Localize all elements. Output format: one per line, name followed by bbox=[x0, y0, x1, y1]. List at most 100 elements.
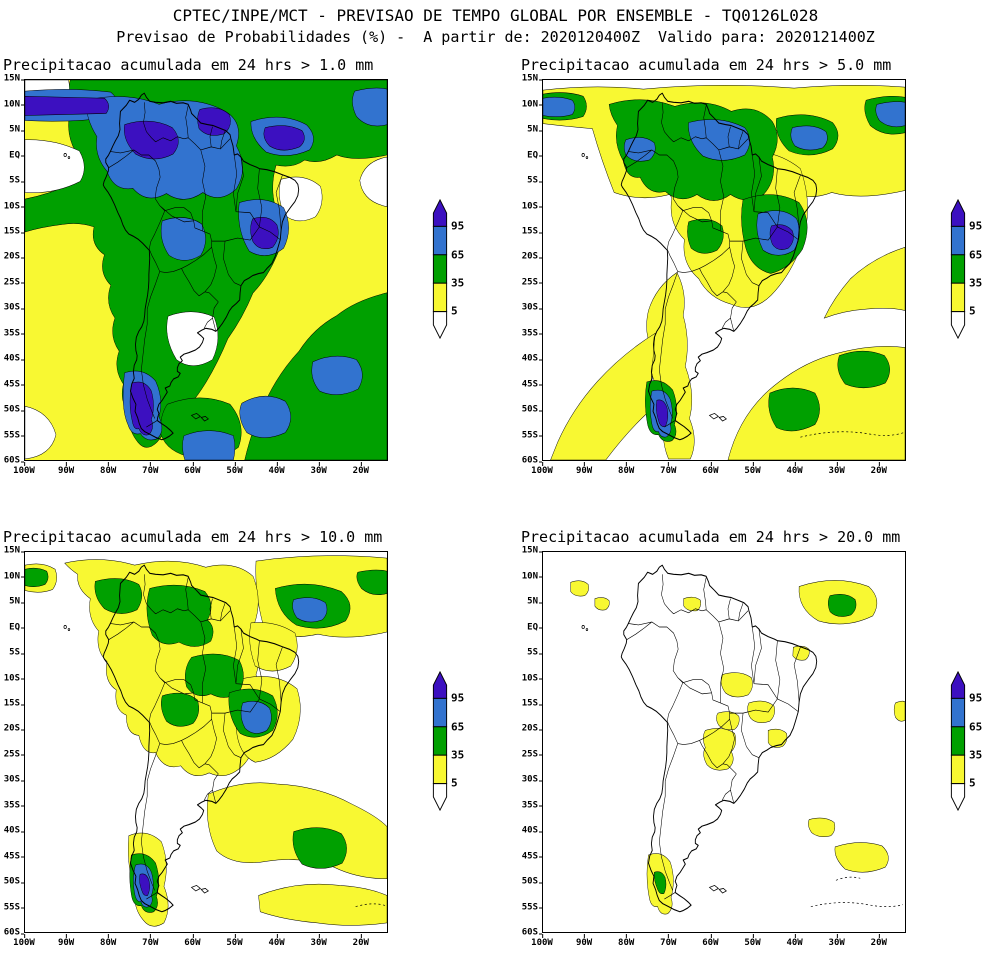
tick-label: 40S bbox=[3, 825, 25, 836]
panel-title: Precipitacao acumulada em 24 hrs > 5.0 m… bbox=[521, 56, 892, 75]
panel-precip-gt-20mm: Precipitacao acumulada em 24 hrs > 20.0 … bbox=[520, 528, 982, 950]
tick-label: 30S bbox=[3, 302, 25, 313]
tick-label: 20S bbox=[521, 251, 543, 262]
tick-label: 60W bbox=[702, 934, 719, 949]
tick-label: 50S bbox=[3, 404, 25, 415]
tick-label: 40W bbox=[268, 934, 285, 949]
tick-label: 45S bbox=[3, 379, 25, 390]
colorbar-arrow-above-95 bbox=[950, 671, 966, 700]
tick-label: 95 bbox=[969, 219, 983, 233]
tick-label: 100W bbox=[531, 462, 553, 477]
tick-label: 90W bbox=[575, 462, 593, 477]
tick-label: 35S bbox=[521, 800, 543, 811]
colorbar: 95 65 35 5 bbox=[938, 198, 991, 348]
tick-label: 45S bbox=[521, 851, 543, 862]
map-wrap: 100W 90W 80W 70W 60W 50W 40W 30W 20W bbox=[531, 551, 906, 950]
colorbar-bin-65-95 bbox=[950, 698, 966, 728]
colorbar-arrow-above-95 bbox=[432, 199, 448, 228]
tick-label: 35S bbox=[3, 800, 25, 811]
tick-label: 30S bbox=[521, 302, 543, 313]
tick-label: 70W bbox=[142, 934, 159, 949]
panels-grid: Precipitacao acumulada em 24 hrs > 1.0 m… bbox=[0, 56, 991, 950]
tick-label: 50W bbox=[744, 462, 761, 477]
tick-label: 55S bbox=[521, 902, 543, 913]
dashed-contour bbox=[800, 431, 904, 438]
tick-label: 80W bbox=[618, 934, 635, 949]
lon-axis: 100W 90W 80W 70W 60W 50W 40W 30W 20W bbox=[531, 934, 906, 950]
tick-label: 50W bbox=[226, 934, 243, 949]
contours-95pct bbox=[139, 873, 150, 897]
tick-label: 5N bbox=[527, 596, 542, 607]
tick-label: 5N bbox=[527, 124, 542, 135]
contours-35pct bbox=[653, 594, 857, 895]
tick-label: 10N bbox=[521, 99, 543, 110]
panel-precip-gt-5mm: Precipitacao acumulada em 24 hrs > 5.0 m… bbox=[520, 56, 982, 478]
tick-label: 40S bbox=[521, 825, 543, 836]
tick-label: 40W bbox=[268, 462, 285, 477]
tick-label: 5 bbox=[451, 304, 458, 318]
tick-label: 25S bbox=[3, 749, 25, 760]
dashed-contour bbox=[810, 876, 903, 908]
colorbar-bin-35-65 bbox=[432, 726, 448, 756]
tick-label: 65 bbox=[969, 248, 983, 262]
dashed-contour bbox=[355, 903, 386, 908]
lat-axis: 15N 10N 5N EQ 5S 10S 15S 20S 25S 30S 35S 40S 45S 50S 5… bbox=[2, 546, 25, 937]
tick-label: 40W bbox=[786, 462, 803, 477]
tick-label: 35S bbox=[521, 328, 543, 339]
tick-label: 45S bbox=[521, 379, 543, 390]
tick-label: 80W bbox=[100, 934, 117, 949]
tick-label: 60W bbox=[184, 462, 201, 477]
lat-axis: 15N 10N 5N EQ 5S 10S 15S 20S 25S 30S 35S 40S 45S 50S 5… bbox=[520, 546, 543, 937]
colorbar-scale bbox=[950, 199, 966, 340]
tick-label: 90W bbox=[57, 462, 75, 477]
tick-label: 35 bbox=[451, 748, 465, 762]
tick-label: 20W bbox=[352, 462, 369, 477]
tick-label: 90W bbox=[57, 934, 75, 949]
tick-label: 15S bbox=[3, 226, 25, 237]
tick-label: 15N bbox=[3, 73, 25, 84]
tick-label: 60S bbox=[3, 927, 25, 938]
tick-label: 10S bbox=[521, 673, 543, 684]
tick-label: 30W bbox=[828, 462, 845, 477]
tick-label: 50W bbox=[744, 934, 761, 949]
lat-axis: 15N 10N 5N EQ 5S 10S 15S 20S 25S 30S 35S 40S 45S 50S 5… bbox=[2, 74, 25, 465]
tick-label: 15N bbox=[3, 545, 25, 556]
tick-label: 30S bbox=[521, 774, 543, 785]
tick-label: 20W bbox=[870, 462, 887, 477]
tick-label: 100W bbox=[13, 462, 35, 477]
panel-title: Precipitacao acumulada em 24 hrs > 20.0 … bbox=[521, 528, 901, 547]
colorbar-bin-35-65 bbox=[950, 726, 966, 756]
tick-label: 50S bbox=[521, 404, 543, 415]
tick-label: 100W bbox=[531, 934, 553, 949]
tick-label: 10S bbox=[3, 673, 25, 684]
panel-precip-gt-1mm: Precipitacao acumulada em 24 hrs > 1.0 m… bbox=[2, 56, 464, 478]
tick-label: 15N bbox=[521, 545, 543, 556]
tick-label: 60W bbox=[184, 934, 201, 949]
tick-label: 65 bbox=[451, 248, 465, 262]
tick-label: 60S bbox=[521, 927, 543, 938]
tick-label: 15S bbox=[3, 698, 25, 709]
colorbar-bin-35-65 bbox=[950, 254, 966, 284]
tick-label: 95 bbox=[451, 219, 465, 233]
tick-label: 20S bbox=[3, 251, 25, 262]
tick-label: 5N bbox=[9, 596, 24, 607]
tick-label: EQ bbox=[9, 150, 24, 161]
tick-label: 10N bbox=[521, 571, 543, 582]
contours-95pct bbox=[656, 224, 794, 428]
tick-label: 60S bbox=[3, 455, 25, 466]
plot-area: 15N 10N 5N EQ 5S 10S 15S 20S 25S 30S 35S 40S 45S 50S 5… bbox=[520, 74, 982, 478]
tick-label: 100W bbox=[13, 934, 35, 949]
tick-label: 20S bbox=[3, 723, 25, 734]
tick-label: 15S bbox=[521, 698, 543, 709]
page-header: CPTEC/INPE/MCT - PREVISAO DE TEMPO GLOBA… bbox=[0, 0, 991, 46]
tick-label: 45S bbox=[3, 851, 25, 862]
tick-label: EQ bbox=[527, 150, 542, 161]
colorbar: 95 65 35 5 bbox=[420, 670, 484, 820]
colorbar-bin-65-95 bbox=[432, 698, 448, 728]
panel-precip-gt-10mm: Precipitacao acumulada em 24 hrs > 10.0 … bbox=[2, 528, 464, 950]
plot-area: 15N 10N 5N EQ 5S 10S 15S 20S 25S 30S 35S 40S 45S 50S 5… bbox=[2, 74, 464, 478]
tick-label: 50S bbox=[521, 876, 543, 887]
tick-label: 50W bbox=[226, 462, 243, 477]
tick-label: 35 bbox=[969, 276, 983, 290]
tick-label: 5 bbox=[451, 776, 458, 790]
